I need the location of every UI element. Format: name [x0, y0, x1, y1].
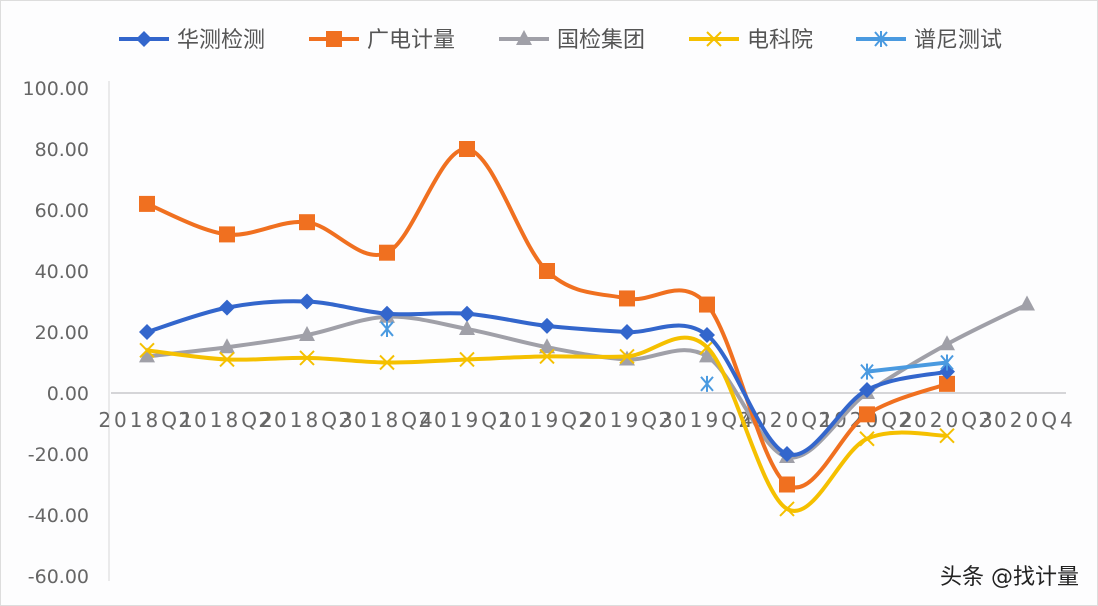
legend-item[interactable]: 国检集团 — [499, 28, 645, 53]
x-tick-label: 2019Q4 — [658, 408, 755, 432]
data-point — [779, 501, 795, 517]
legend-marker — [874, 31, 888, 47]
data-point — [860, 363, 874, 380]
y-tick-label: 60.00 — [35, 200, 89, 222]
data-point — [219, 351, 235, 368]
data-point — [940, 354, 954, 371]
data-point — [939, 335, 955, 351]
legend-label: 电科院 — [747, 28, 813, 53]
series-0 — [139, 293, 955, 462]
data-point — [1019, 295, 1035, 311]
data-point — [380, 320, 394, 337]
series-4 — [380, 320, 954, 392]
data-point — [139, 347, 155, 363]
data-point — [299, 326, 315, 342]
x-tick-label: 2018Q2 — [178, 408, 275, 432]
watermark: 头条 @找计量 — [940, 565, 1079, 590]
legend-label: 广电计量 — [367, 28, 455, 53]
x-tick-label: 2020Q3 — [898, 408, 995, 432]
y-tick-label: 100.00 — [23, 78, 89, 100]
data-point — [379, 305, 395, 322]
data-point — [700, 375, 714, 392]
data-point — [379, 244, 395, 261]
data-point — [459, 141, 475, 157]
legend-label: 华测检测 — [177, 28, 265, 53]
legend-marker — [516, 30, 532, 45]
data-point — [619, 290, 635, 307]
series-line — [146, 299, 948, 457]
data-point — [859, 406, 875, 423]
y-tick-label: 0.00 — [47, 383, 89, 405]
data-point — [219, 299, 235, 316]
legend-item[interactable]: 谱尼测试 — [856, 28, 1002, 53]
legend-marker — [706, 31, 722, 47]
series-line — [146, 335, 948, 513]
data-point — [299, 214, 315, 231]
data-point — [859, 431, 875, 447]
data-point — [539, 263, 555, 279]
y-tick-label: -20.00 — [28, 444, 89, 466]
y-tick-label: 80.00 — [35, 139, 89, 161]
x-tick-label: 2019Q1 — [418, 408, 515, 432]
data-point — [459, 305, 475, 322]
data-point — [699, 339, 715, 355]
x-tick-label: 2019Q2 — [498, 408, 595, 432]
data-point — [699, 327, 715, 344]
x-tick-label: 2020Q4 — [978, 408, 1075, 432]
data-point — [379, 354, 395, 371]
y-tick-label: -60.00 — [28, 566, 89, 588]
x-tick-label: 2018Q3 — [258, 408, 355, 432]
data-point — [139, 342, 155, 359]
y-tick-label: -40.00 — [28, 505, 89, 527]
data-point — [939, 427, 955, 444]
legend-item[interactable]: 华测检测 — [119, 28, 265, 53]
data-point — [779, 446, 795, 462]
series-line — [866, 360, 948, 374]
data-point — [459, 319, 475, 335]
x-tick-label: 2019Q3 — [578, 408, 675, 432]
x-tick-label: 2018Q1 — [98, 408, 195, 432]
data-point — [539, 338, 555, 354]
legend-item[interactable]: 电科院 — [689, 28, 813, 53]
data-point — [219, 226, 235, 243]
data-point — [539, 317, 555, 334]
data-point — [619, 348, 635, 365]
data-point — [699, 347, 715, 363]
data-point — [939, 375, 955, 392]
y-tick-label: 20.00 — [35, 322, 89, 344]
data-point — [859, 381, 875, 398]
legend-marker — [136, 31, 152, 47]
legend-item[interactable]: 广电计量 — [309, 28, 455, 53]
data-point — [699, 296, 715, 313]
data-point — [459, 351, 475, 368]
data-point — [779, 476, 795, 493]
data-point — [299, 350, 315, 366]
data-point — [539, 348, 555, 365]
legend-label: 国检集团 — [557, 28, 645, 53]
data-point — [219, 338, 235, 354]
data-point — [139, 324, 155, 340]
legend-marker — [326, 31, 342, 47]
data-point — [619, 324, 635, 340]
y-tick-label: 40.00 — [35, 261, 89, 283]
x-tick-label: 2018Q4 — [338, 408, 435, 432]
legend-label: 谱尼测试 — [914, 28, 1002, 53]
data-point — [139, 195, 155, 212]
series-1 — [139, 141, 955, 493]
series-3 — [139, 335, 955, 517]
data-point — [299, 293, 315, 310]
